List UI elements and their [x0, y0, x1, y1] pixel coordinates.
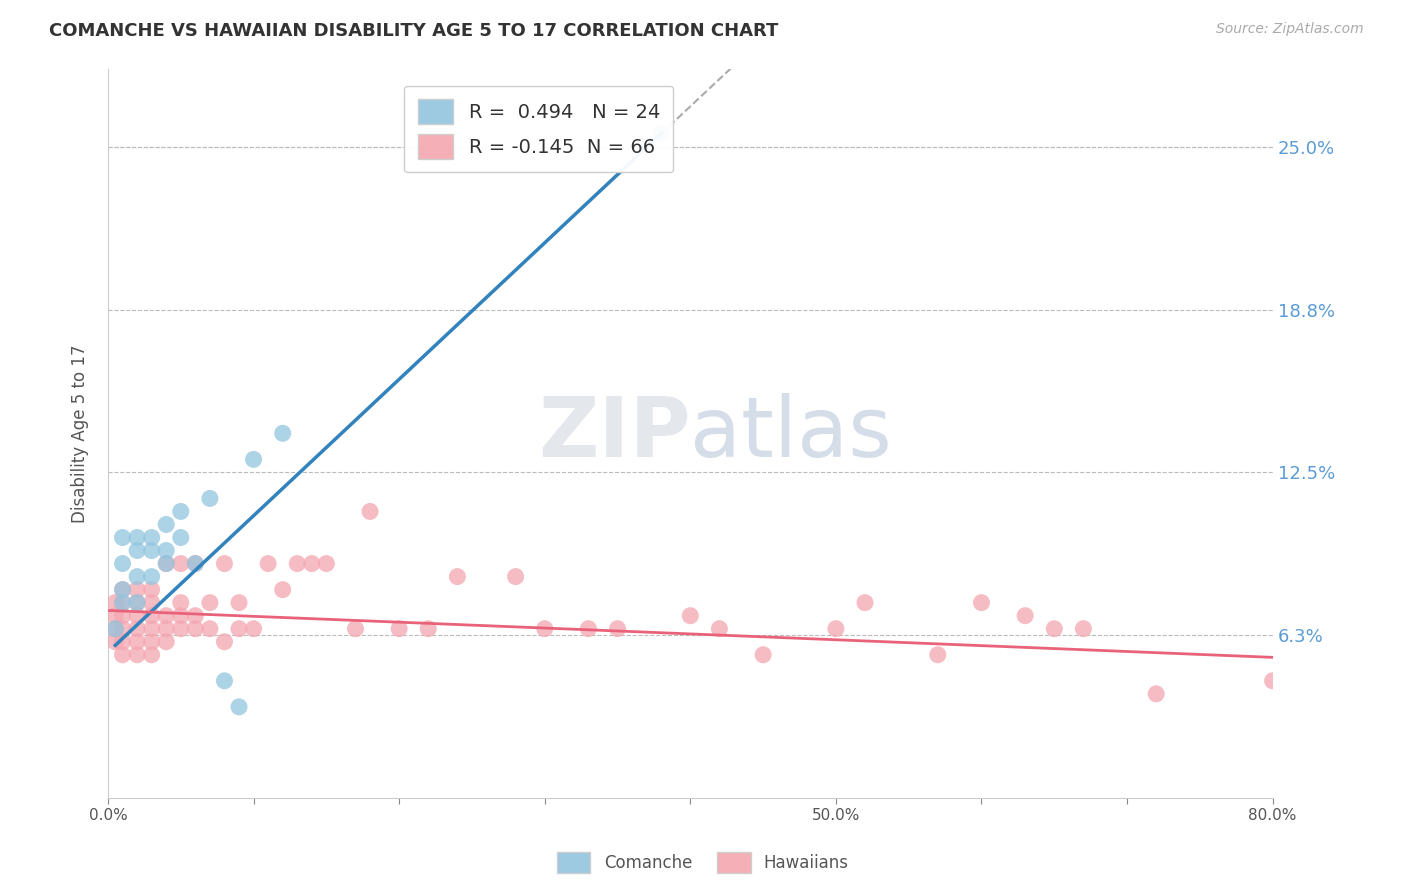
Point	[170, 504, 193, 518]
Point	[111, 531, 134, 545]
Point	[155, 543, 177, 558]
Point	[242, 622, 264, 636]
Legend: R =  0.494   N = 24, R = -0.145  N = 66: R = 0.494 N = 24, R = -0.145 N = 66	[405, 86, 673, 172]
Point	[927, 648, 949, 662]
Point	[228, 622, 250, 636]
Point	[155, 557, 177, 571]
Point	[155, 608, 177, 623]
Point	[141, 531, 163, 545]
Point	[111, 596, 134, 610]
Point	[155, 634, 177, 648]
Point	[127, 622, 149, 636]
Point	[184, 557, 207, 571]
Point	[198, 491, 221, 506]
Point	[970, 596, 993, 610]
Text: ZIP: ZIP	[538, 392, 690, 474]
Point	[271, 426, 294, 441]
Point	[606, 622, 628, 636]
Point	[505, 569, 527, 583]
Point	[257, 557, 280, 571]
Point	[228, 596, 250, 610]
Point	[104, 622, 127, 636]
Point	[111, 634, 134, 648]
Point	[359, 504, 381, 518]
Point	[184, 622, 207, 636]
Point	[214, 557, 236, 571]
Y-axis label: Disability Age 5 to 17: Disability Age 5 to 17	[72, 344, 89, 523]
Point	[141, 608, 163, 623]
Point	[104, 634, 127, 648]
Point	[1073, 622, 1095, 636]
Point	[214, 673, 236, 688]
Point	[127, 543, 149, 558]
Point	[111, 622, 134, 636]
Point	[127, 531, 149, 545]
Point	[1144, 687, 1167, 701]
Point	[301, 557, 323, 571]
Text: COMANCHE VS HAWAIIAN DISABILITY AGE 5 TO 17 CORRELATION CHART: COMANCHE VS HAWAIIAN DISABILITY AGE 5 TO…	[49, 22, 779, 40]
Point	[853, 596, 876, 610]
Point	[228, 699, 250, 714]
Point	[418, 622, 440, 636]
Point	[127, 596, 149, 610]
Point	[825, 622, 848, 636]
Point	[104, 608, 127, 623]
Point	[111, 582, 134, 597]
Point	[170, 608, 193, 623]
Point	[141, 596, 163, 610]
Point	[170, 531, 193, 545]
Point	[578, 622, 600, 636]
Point	[111, 582, 134, 597]
Point	[155, 517, 177, 532]
Point	[344, 622, 367, 636]
Point	[242, 452, 264, 467]
Point	[214, 634, 236, 648]
Point	[127, 634, 149, 648]
Point	[141, 543, 163, 558]
Point	[127, 596, 149, 610]
Point	[127, 569, 149, 583]
Point	[752, 648, 775, 662]
Text: atlas: atlas	[690, 392, 891, 474]
Text: Source: ZipAtlas.com: Source: ZipAtlas.com	[1216, 22, 1364, 37]
Point	[285, 557, 308, 571]
Point	[141, 582, 163, 597]
Point	[141, 648, 163, 662]
Point	[104, 622, 127, 636]
Point	[170, 557, 193, 571]
Point	[111, 648, 134, 662]
Point	[1014, 608, 1036, 623]
Point	[141, 622, 163, 636]
Point	[141, 569, 163, 583]
Point	[170, 596, 193, 610]
Point	[184, 557, 207, 571]
Point	[111, 608, 134, 623]
Point	[315, 557, 337, 571]
Point	[533, 622, 555, 636]
Point	[650, 127, 672, 141]
Point	[1043, 622, 1066, 636]
Point	[198, 622, 221, 636]
Point	[111, 557, 134, 571]
Point	[679, 608, 702, 623]
Point	[709, 622, 731, 636]
Point	[170, 622, 193, 636]
Point	[111, 596, 134, 610]
Point	[446, 569, 468, 583]
Point	[155, 622, 177, 636]
Point	[271, 582, 294, 597]
Point	[104, 596, 127, 610]
Point	[388, 622, 411, 636]
Point	[141, 634, 163, 648]
Point	[127, 648, 149, 662]
Legend: Comanche, Hawaiians: Comanche, Hawaiians	[551, 846, 855, 880]
Point	[155, 557, 177, 571]
Point	[184, 608, 207, 623]
Point	[1261, 673, 1284, 688]
Point	[127, 608, 149, 623]
Point	[198, 596, 221, 610]
Point	[127, 582, 149, 597]
